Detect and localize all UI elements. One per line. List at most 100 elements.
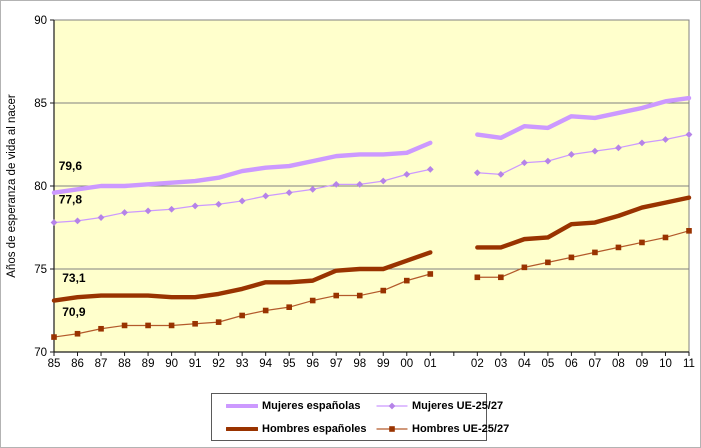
marker-diamond-mujeres-ue-25-27 — [309, 185, 317, 193]
thick-line-icon — [226, 403, 258, 408]
legend-item-mujeres-ue: Mujeres UE-25/27 — [376, 400, 509, 412]
x-tick-label: 02 — [471, 358, 484, 370]
thick-line-icon — [226, 426, 258, 431]
x-tick-label: 91 — [189, 358, 202, 370]
series-line-mujeres-ue-25-27 — [476, 133, 690, 176]
series-line-hombres-espanoles — [51, 250, 433, 303]
x-tick-label: 09 — [636, 358, 649, 370]
marker-diamond-mujeres-ue-25-27 — [168, 205, 175, 213]
x-tick-label: 05 — [541, 358, 554, 370]
start-value-label: 70,9 — [62, 305, 86, 319]
marker-diamond-mujeres-ue-25-27 — [262, 192, 270, 200]
marker-square-hombres-ue-25-27 — [662, 234, 669, 241]
marker-square-hombres-ue-25-27 — [568, 254, 575, 261]
marker-square-hombres-ue-25-27 — [380, 287, 387, 294]
marker-diamond-mujeres-ue-25-27 — [356, 180, 364, 188]
marker-diamond-mujeres-ue-25-27 — [332, 180, 340, 188]
marker-diamond-mujeres-ue-25-27 — [520, 159, 528, 167]
x-tick-label: 85 — [48, 358, 61, 370]
series-hombres-ue-25-27 — [51, 228, 692, 340]
y-tick-label: 80 — [34, 181, 47, 193]
x-tick-label: 11 — [683, 358, 695, 370]
chart-legend: Mujeres españolas Mujeres UE-25/27 Hombr… — [211, 393, 509, 441]
marker-diamond-mujeres-ue-25-27 — [544, 157, 552, 165]
line-swatch-mujeres-ue — [376, 400, 408, 412]
marker-square-hombres-ue-25-27 — [215, 319, 222, 325]
series-line-mujeres-espanolas — [51, 140, 433, 195]
marker-square-hombres-ue-25-27 — [427, 271, 434, 277]
marker-square-hombres-ue-25-27 — [592, 249, 598, 256]
marker-diamond-mujeres-ue-25-27 — [426, 166, 434, 173]
series-mujeres-ue-25-27 — [50, 131, 693, 226]
marker-diamond-mujeres-ue-25-27 — [638, 139, 646, 147]
marker-diamond-mujeres-ue-25-27 — [215, 200, 223, 208]
y-axis-title: Años de esperanza de vida al nacer — [6, 94, 18, 278]
line-swatch-hombres-espanoles — [226, 423, 258, 435]
x-tick-label: 93 — [236, 358, 249, 370]
marker-square-hombres-ue-25-27 — [521, 264, 528, 271]
x-tick-label: 03 — [494, 358, 507, 370]
start-value-label: 77,8 — [59, 192, 83, 206]
x-tick-label: 90 — [165, 358, 178, 370]
x-tick-label: 86 — [71, 358, 84, 370]
legend-label: Mujeres UE-25/27 — [412, 399, 504, 412]
marker-diamond-mujeres-ue-25-27 — [97, 214, 105, 221]
marker-square-hombres-ue-25-27 — [686, 228, 692, 234]
marker-diamond-mujeres-ue-25-27 — [74, 217, 81, 225]
marker-square-hombres-ue-25-27 — [262, 307, 269, 314]
x-tick-label: 98 — [353, 358, 366, 370]
x-tick-label: 89 — [142, 358, 155, 370]
marker-diamond-mujeres-ue-25-27 — [50, 219, 58, 226]
x-tick-label: 95 — [283, 358, 296, 370]
marker-diamond-mujeres-ue-25-27 — [379, 177, 387, 185]
marker-diamond-mujeres-ue-25-27 — [388, 402, 396, 409]
marker-diamond-mujeres-ue-25-27 — [591, 147, 599, 155]
x-tick-label: 07 — [589, 358, 602, 370]
line-swatch-mujeres-espanolas — [226, 400, 258, 412]
marker-diamond-mujeres-ue-25-27 — [285, 189, 293, 197]
marker-diamond-mujeres-ue-25-27 — [662, 136, 669, 143]
series-line-hombres-ue-25-27 — [476, 230, 690, 278]
marker-diamond-mujeres-ue-25-27 — [191, 202, 199, 210]
x-tick-label: 92 — [212, 358, 225, 370]
x-tick-label: 04 — [518, 358, 531, 370]
marker-square-hombres-ue-25-27 — [403, 277, 410, 284]
x-tick-label: 94 — [259, 358, 272, 370]
marker-square-hombres-ue-25-27 — [286, 304, 292, 310]
marker-square-hombres-ue-25-27 — [121, 322, 128, 329]
legend-label: Hombres españoles — [262, 422, 367, 435]
y-tick-label: 70 — [34, 347, 47, 359]
marker-square-hombres-ue-25-27 — [498, 274, 504, 281]
line-swatch-hombres-ue — [376, 423, 408, 435]
series-hombres-espanoles — [51, 195, 692, 303]
y-tick-label: 75 — [34, 264, 47, 276]
start-value-label: 73,1 — [62, 271, 86, 285]
marker-square-hombres-ue-25-27 — [239, 312, 245, 319]
marker-line-icon — [376, 402, 408, 409]
legend-label: Hombres UE-25/27 — [412, 422, 510, 435]
marker-diamond-mujeres-ue-25-27 — [473, 169, 481, 177]
marker-diamond-mujeres-ue-25-27 — [121, 209, 128, 216]
marker-diamond-mujeres-ue-25-27 — [568, 151, 575, 158]
y-tick-label: 85 — [34, 98, 47, 110]
series-line-hombres-espanoles — [475, 195, 692, 250]
marker-diamond-mujeres-ue-25-27 — [497, 170, 505, 178]
x-tick-label: 87 — [95, 358, 108, 370]
marker-diamond-mujeres-ue-25-27 — [144, 207, 152, 215]
x-tick-label: 99 — [377, 358, 390, 370]
y-tick-label: 90 — [34, 15, 47, 27]
marker-square-hombres-ue-25-27 — [309, 297, 316, 304]
legend-label: Mujeres españolas — [262, 399, 361, 412]
marker-diamond-mujeres-ue-25-27 — [615, 144, 622, 152]
marker-square-hombres-ue-25-27 — [615, 244, 622, 251]
marker-diamond-mujeres-ue-25-27 — [685, 131, 693, 138]
x-tick-label: 88 — [118, 358, 131, 370]
legend-item-hombres-ue: Hombres UE-25/27 — [376, 423, 509, 435]
marker-square-hombres-ue-25-27 — [389, 425, 395, 432]
x-tick-label: 01 — [424, 358, 437, 370]
legend-item-mujeres-espanolas: Mujeres españolas — [226, 400, 376, 412]
marker-diamond-mujeres-ue-25-27 — [403, 170, 411, 178]
x-tick-label: 00 — [400, 358, 413, 370]
marker-square-hombres-ue-25-27 — [474, 274, 481, 281]
